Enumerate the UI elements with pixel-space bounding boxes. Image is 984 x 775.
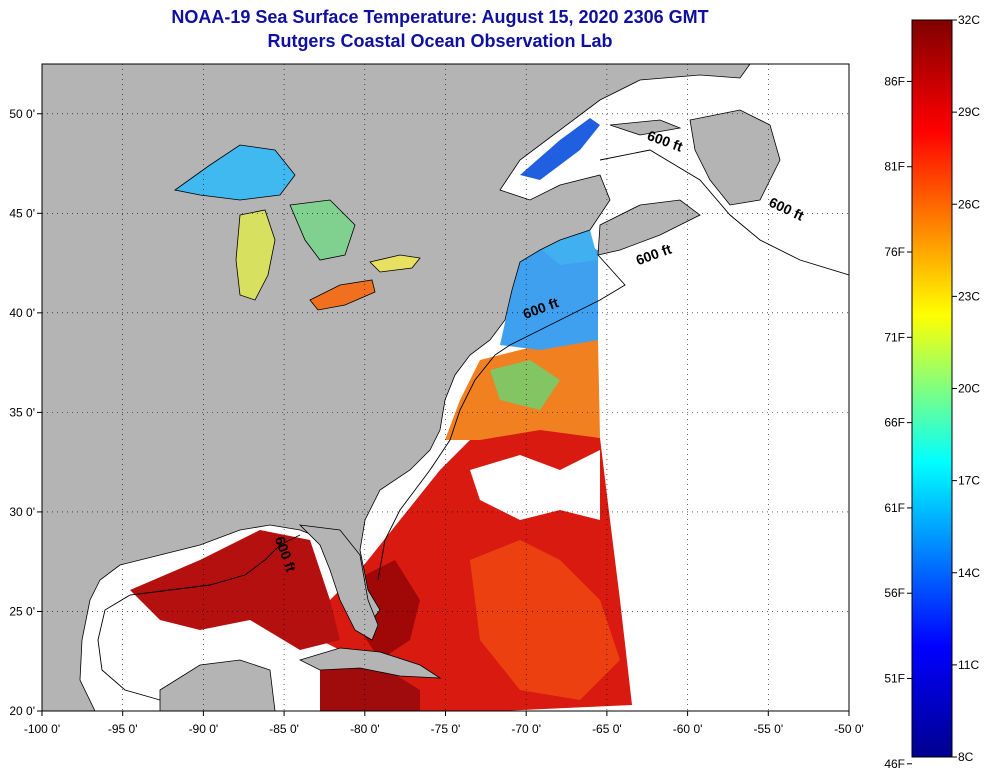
sst-gulf-stream	[360, 560, 420, 660]
lat-tick-label: 25 0'	[9, 604, 35, 618]
lon-tick-label: -60 0'	[673, 722, 703, 736]
colorbar-celsius-label: 14C	[958, 566, 980, 580]
colorbar-celsius-label: 32C	[958, 13, 980, 27]
great-lakes	[174, 144, 421, 311]
sst-mid-atlantic-green	[490, 360, 560, 410]
lake-michigan	[235, 209, 276, 301]
lon-tick-label: -95 0'	[108, 722, 138, 736]
colorbar-fahrenheit-label: 61F	[884, 501, 905, 515]
lat-tick-label: 50 0'	[9, 107, 35, 121]
colorbar-fahrenheit-label: 76F	[884, 245, 905, 259]
colorbar-fahrenheit-label: 66F	[884, 416, 905, 430]
isobath-600ft	[97, 149, 849, 701]
lake-ontario	[369, 254, 421, 273]
colorbar-fahrenheit-label: 71F	[884, 330, 905, 344]
lat-tick-label: 45 0'	[9, 206, 35, 220]
lat-tick-label: 40 0'	[9, 306, 35, 320]
colorbar-celsius-label: 23C	[958, 289, 980, 303]
sst-caribbean	[320, 665, 420, 711]
colorbar-fahrenheit-label: 81F	[884, 160, 905, 174]
land-newfoundland	[689, 109, 781, 206]
lon-tick-label: -65 0'	[592, 722, 622, 736]
map-subtitle: Rutgers Coastal Ocean Observation Lab	[267, 31, 613, 51]
lon-tick-label: -100 0'	[24, 722, 60, 736]
map-title: NOAA-19 Sea Surface Temperature: August …	[171, 7, 709, 27]
lat-tick-label: 35 0'	[9, 405, 35, 419]
lat-tick-label: 20 0'	[9, 704, 35, 718]
colorbar-celsius-label: 11C	[958, 658, 979, 672]
colorbar-celsius-label: 17C	[958, 474, 980, 488]
sst-gulf-of-st-lawrence	[520, 118, 600, 180]
cloud-patch	[470, 450, 600, 520]
land-cuba	[298, 647, 442, 679]
colorbar-celsius-label: 8C	[958, 750, 974, 764]
land-north-america	[42, 64, 751, 711]
lat-tick-label: 30 0'	[9, 505, 35, 519]
lon-tick-label: -50 0'	[834, 722, 864, 736]
land-yucatan	[159, 659, 276, 711]
land	[42, 64, 781, 711]
lon-tick-label: -80 0'	[350, 722, 380, 736]
colorbar-celsius-label: 26C	[958, 197, 980, 211]
lake-superior	[174, 144, 296, 201]
land-nova-scotia	[597, 199, 701, 256]
lon-tick-label: -85 0'	[269, 722, 299, 736]
lake-erie	[309, 279, 376, 311]
colorbar-fahrenheit-label: 46F	[884, 757, 905, 770]
land-florida	[298, 524, 379, 641]
colorbar-fahrenheit-label: 56F	[884, 586, 905, 600]
colorbar	[911, 19, 953, 758]
lon-tick-label: -70 0'	[511, 722, 541, 736]
colorbar-celsius-label: 29C	[958, 105, 980, 119]
sst-warm-highlights	[470, 540, 620, 700]
colorbar-labels: 32C 29C 26C 23C 20C 17C 14C 11C 8C 86F 81F 76F 71F 66…	[884, 13, 980, 771]
axis-ticks: -100 0' -95 0' -90 0' -85 0' -80 0' -75 0' -70…	[9, 107, 863, 736]
lon-tick-label: -90 0'	[189, 722, 219, 736]
colorbar-celsius-label: 20C	[958, 382, 980, 396]
colorbar-fahrenheit-label: 86F	[884, 74, 905, 88]
lake-huron	[289, 199, 356, 261]
sst-gulf-of-mexico	[130, 530, 340, 650]
sst-gulf-of-maine	[500, 240, 598, 350]
lon-tick-label: -55 0'	[753, 722, 783, 736]
colorbar-fahrenheit-label: 51F	[884, 672, 905, 686]
land-anticosti	[609, 119, 682, 136]
lon-tick-label: -75 0'	[431, 722, 461, 736]
